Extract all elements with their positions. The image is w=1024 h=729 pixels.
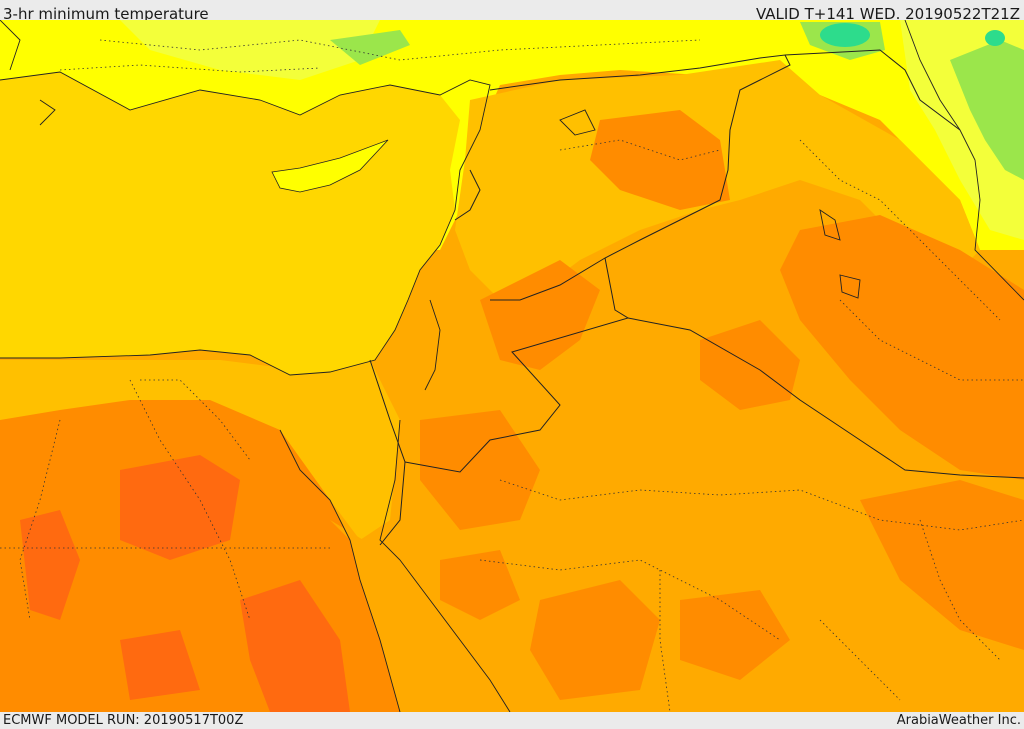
caucasus-teal-patch <box>820 23 870 47</box>
egypt-dark-orange-4 <box>120 630 200 700</box>
syria-orange-patch <box>480 260 600 370</box>
iraq-orange-patch-1 <box>590 110 730 210</box>
turkey-green-patch <box>330 30 410 65</box>
saudi-orange-3 <box>680 590 790 680</box>
mediterranean-sea <box>0 72 460 375</box>
map-title: 3-hr minimum temperature <box>3 5 209 23</box>
iran-green-patch <box>950 40 1024 180</box>
weather-map[interactable] <box>0 20 1024 712</box>
iran-teal-patch <box>985 30 1005 46</box>
egypt-dark-orange-1 <box>120 455 240 560</box>
iraq-orange-patch-3 <box>700 320 800 410</box>
model-run-label: ECMWF MODEL RUN: 20190517T00Z <box>3 713 244 728</box>
valid-time: VALID T+141 WED. 20190522T21Z <box>755 5 1020 23</box>
province-boundaries <box>0 39 1024 712</box>
footer-bar: ECMWF MODEL RUN: 20190517T00Z ArabiaWeat… <box>0 712 1024 729</box>
credit-label: ArabiaWeather Inc. <box>896 713 1021 728</box>
national-borders <box>369 49 1024 546</box>
header-bar: 3-hr minimum temperature VALID T+141 WED… <box>0 0 1024 23</box>
egypt-dark-orange-3 <box>240 580 350 712</box>
saudi-orange-1 <box>420 410 540 530</box>
egypt-dark-orange-2 <box>20 510 80 620</box>
red-sea-strip <box>330 520 430 712</box>
saudi-orange-2 <box>530 580 660 700</box>
saudi-orange-5 <box>440 550 520 620</box>
turkey-light-patch <box>120 20 380 80</box>
coastlines <box>0 20 1024 712</box>
cyprus-island <box>271 139 389 193</box>
